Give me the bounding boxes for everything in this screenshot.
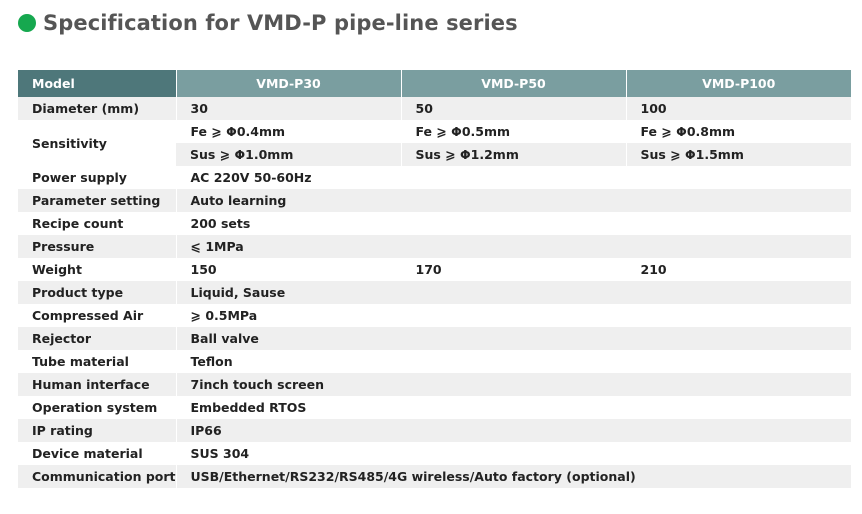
header-col: VMD-P100 <box>625 70 851 97</box>
cell: 7inch touch screen <box>175 373 851 396</box>
table-row: Human interface 7inch touch screen <box>18 373 851 396</box>
header-model: Model <box>18 70 176 97</box>
cell: Embedded RTOS <box>175 396 851 419</box>
cell: USB/Ethernet/RS232/RS485/4G wireless/Aut… <box>175 465 851 488</box>
row-label: Product type <box>18 281 176 304</box>
cell: Sus ⩾ Φ1.0mm <box>176 143 401 166</box>
cell: 30 <box>175 97 401 120</box>
row-label: Operation system <box>18 396 176 419</box>
cell: 50 <box>400 97 626 120</box>
table-row: Compressed Air ⩾ 0.5MPa <box>18 304 851 327</box>
cell: Fe ⩾ Φ0.4mm <box>175 120 401 143</box>
row-label: Pressure <box>18 235 176 258</box>
table-row: Weight 150 170 210 <box>18 258 851 281</box>
row-label: Compressed Air <box>18 304 176 327</box>
table-row: Operation system Embedded RTOS <box>18 396 851 419</box>
row-label: Rejector <box>18 327 176 350</box>
row-label: Power supply <box>18 166 176 189</box>
table-row: Recipe count 200 sets <box>18 212 851 235</box>
table-row: Rejector Ball valve <box>18 327 851 350</box>
cell: Liquid, Sause <box>175 281 851 304</box>
spec-table: Model VMD-P30 VMD-P50 VMD-P100 Diameter … <box>18 70 851 488</box>
cell: ⩽ 1MPa <box>175 235 851 258</box>
cell: 210 <box>625 258 851 281</box>
cell: Ball valve <box>175 327 851 350</box>
row-label: Parameter setting <box>18 189 176 212</box>
cell: Fe ⩾ Φ0.5mm <box>400 120 626 143</box>
cell: SUS 304 <box>175 442 851 465</box>
row-label: Communication port <box>18 465 176 488</box>
cell: Sus ⩾ Φ1.2mm <box>400 143 626 166</box>
row-label: Diameter (mm) <box>18 97 176 120</box>
cell: 150 <box>175 258 401 281</box>
table-row: Parameter setting Auto learning <box>18 189 851 212</box>
row-label: Sensitivity <box>18 120 176 166</box>
row-label: IP rating <box>18 419 176 442</box>
table-row: Product type Liquid, Sause <box>18 281 851 304</box>
header-col: VMD-P30 <box>175 70 401 97</box>
table-row: IP rating IP66 <box>18 419 851 442</box>
table-row: Diameter (mm) 30 50 100 <box>18 97 851 120</box>
cell: AC 220V 50-60Hz <box>175 166 851 189</box>
cell: 100 <box>625 97 851 120</box>
table-row: Device material SUS 304 <box>18 442 851 465</box>
table-row: Pressure ⩽ 1MPa <box>18 235 851 258</box>
row-label: Human interface <box>18 373 176 396</box>
table-row: Sensitivity Fe ⩾ Φ0.4mm Fe ⩾ Φ0.5mm Fe ⩾… <box>18 120 851 166</box>
row-label: Weight <box>18 258 176 281</box>
cell: Sus ⩾ Φ1.5mm <box>625 143 851 166</box>
cell: Teflon <box>175 350 851 373</box>
cell: Auto learning <box>175 189 851 212</box>
page-title: Specification for VMD-P pipe-line series <box>18 11 518 35</box>
row-label: Device material <box>18 442 176 465</box>
table-row: Tube material Teflon <box>18 350 851 373</box>
row-label: Recipe count <box>18 212 176 235</box>
bullet-dot-icon <box>18 14 36 32</box>
table-header: Model VMD-P30 VMD-P50 VMD-P100 <box>18 70 851 97</box>
title-text: Specification for VMD-P pipe-line series <box>43 11 518 35</box>
cell: 200 sets <box>175 212 851 235</box>
cell: Fe ⩾ Φ0.8mm <box>625 120 851 143</box>
table-row: Communication port USB/Ethernet/RS232/RS4… <box>18 465 851 488</box>
row-label: Tube material <box>18 350 176 373</box>
table-row: Power supply AC 220V 50-60Hz <box>18 166 851 189</box>
cell: ⩾ 0.5MPa <box>175 304 851 327</box>
cell: IP66 <box>175 419 851 442</box>
table-row: Sus ⩾ Φ1.0mm Sus ⩾ Φ1.2mm Sus ⩾ Φ1.5mm <box>18 143 851 166</box>
cell: 170 <box>400 258 626 281</box>
header-col: VMD-P50 <box>400 70 626 97</box>
